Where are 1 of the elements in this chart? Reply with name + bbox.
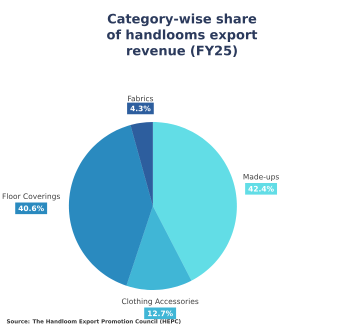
- chart-title: Category-wise share of handlooms export revenue (FY25): [107, 14, 258, 57]
